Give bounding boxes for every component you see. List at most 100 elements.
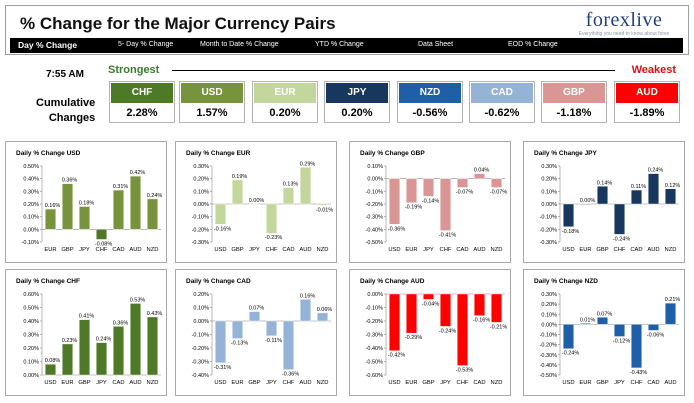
category-label: GBP bbox=[422, 380, 434, 386]
chart-panel-gbp: Daily % Change GBP -0.50% -0.40% -0.30% -0.… bbox=[349, 141, 511, 263]
data-label: 0.24% bbox=[96, 337, 112, 343]
y-tick-label: -0.10% bbox=[366, 306, 384, 312]
category-label: USD bbox=[388, 380, 400, 386]
currency-name: CAD bbox=[471, 83, 533, 103]
y-tick-label: -0.20% bbox=[540, 227, 558, 233]
currency-value: 1.57% bbox=[196, 107, 228, 119]
category-label: AUD bbox=[664, 380, 676, 386]
category-label: GBP bbox=[248, 380, 260, 386]
y-tick-label: 0.10% bbox=[193, 189, 209, 195]
cumulative-label-line2: Changes bbox=[48, 112, 96, 124]
category-label: NZD bbox=[317, 380, 329, 386]
data-label: 0.36% bbox=[113, 320, 129, 326]
category-label: JPY bbox=[96, 380, 107, 386]
category-label: CAD bbox=[456, 247, 468, 253]
bar bbox=[580, 203, 591, 205]
category-label: NZD bbox=[317, 247, 329, 253]
data-label: 0.13% bbox=[283, 182, 299, 188]
chart-title: Daily % Change NZD bbox=[534, 278, 598, 285]
bar bbox=[648, 173, 659, 205]
bar bbox=[563, 203, 574, 227]
y-tick-label: -0.20% bbox=[540, 343, 558, 349]
bar bbox=[96, 342, 107, 376]
y-tick-label: -0.30% bbox=[366, 215, 384, 221]
category-label: GBP bbox=[596, 247, 608, 253]
category-label: JPY bbox=[423, 247, 434, 253]
timestamp: 7:55 AM bbox=[46, 69, 84, 80]
y-tick-label: 0.30% bbox=[541, 292, 557, 298]
y-tick-label: -0.10% bbox=[540, 333, 558, 339]
category-label: EUR bbox=[579, 247, 591, 253]
category-label: CAD bbox=[112, 380, 124, 386]
data-label: -0.01% bbox=[316, 207, 334, 213]
tab-data-sheet[interactable]: Data Sheet bbox=[418, 41, 454, 48]
currency-value: -0.56% bbox=[412, 107, 448, 119]
category-label: CHF bbox=[440, 247, 452, 253]
y-tick-label: -0.40% bbox=[192, 373, 210, 379]
chart-svg: -0.40% -0.30% -0.20% -0.10% 0.00% 0.10% 0.20% -… bbox=[192, 292, 333, 386]
tab-ytd-change[interactable]: YTD % Change bbox=[315, 41, 364, 48]
currency-name: USD bbox=[181, 83, 243, 103]
y-tick-label: 0.20% bbox=[23, 346, 39, 352]
bar bbox=[283, 187, 294, 205]
bar bbox=[614, 324, 625, 337]
data-label: -0.42% bbox=[388, 353, 406, 359]
y-tick-label: -0.50% bbox=[366, 240, 384, 246]
y-tick-label: -0.10% bbox=[22, 240, 40, 246]
forexlive-logo[interactable]: forexlive Everything you need to know ab… bbox=[574, 9, 674, 43]
y-tick-label: 0.30% bbox=[541, 164, 557, 170]
data-label: 0.36% bbox=[62, 178, 78, 184]
chart-svg: -0.30% -0.20% -0.10% 0.00% 0.10% 0.20% 0.30% -0… bbox=[540, 164, 681, 253]
y-tick-label: 0.00% bbox=[193, 202, 209, 208]
data-label: -0.24% bbox=[439, 328, 457, 334]
y-tick-label: -0.20% bbox=[366, 319, 384, 325]
y-tick-label: -0.40% bbox=[366, 227, 384, 233]
category-label: EUR bbox=[231, 380, 243, 386]
bar bbox=[113, 326, 124, 376]
chart-title: Daily % Change EUR bbox=[186, 150, 251, 157]
data-label: 0.16% bbox=[300, 293, 316, 299]
category-label: AUD bbox=[129, 380, 141, 386]
data-label: 0.24% bbox=[648, 168, 664, 174]
bar bbox=[96, 229, 107, 240]
data-label: 0.16% bbox=[45, 203, 61, 209]
y-tick-label: 0.60% bbox=[23, 292, 39, 298]
bar bbox=[440, 178, 451, 231]
bar bbox=[665, 302, 676, 325]
bar bbox=[440, 293, 451, 327]
data-label: -0.16% bbox=[473, 318, 491, 324]
category-label: JPY bbox=[266, 380, 277, 386]
currency-value: -1.18% bbox=[556, 107, 592, 119]
bar bbox=[147, 316, 158, 376]
y-tick-label: 0.50% bbox=[23, 164, 39, 170]
data-label: -0.04% bbox=[422, 301, 440, 307]
category-label: AUD bbox=[299, 380, 311, 386]
y-tick-label: 0.10% bbox=[23, 360, 39, 366]
category-label: USD bbox=[562, 380, 574, 386]
bar bbox=[79, 206, 90, 230]
y-tick-label: 0.00% bbox=[23, 227, 39, 233]
y-tick-label: 0.40% bbox=[23, 319, 39, 325]
currency-card-nzd: NZD -0.56% bbox=[397, 81, 463, 123]
category-label: AUD bbox=[129, 247, 141, 253]
y-tick-label: 0.00% bbox=[23, 373, 39, 379]
y-tick-label: 0.00% bbox=[367, 177, 383, 183]
tab-eod-change[interactable]: EOD % Change bbox=[508, 41, 558, 48]
bar bbox=[300, 299, 311, 322]
tab-5-day-change[interactable]: 5- Day % Change bbox=[118, 41, 174, 48]
chart-title: Daily % Change CHF bbox=[16, 278, 80, 285]
currency-value: -1.89% bbox=[629, 107, 665, 119]
bar bbox=[45, 363, 56, 376]
currency-card-jpy: JPY 0.20% bbox=[324, 81, 390, 123]
category-label: JPY bbox=[614, 380, 625, 386]
tab-day-change[interactable]: Day % Change bbox=[18, 40, 78, 50]
data-label: -0.06% bbox=[647, 332, 665, 338]
y-tick-label: -0.20% bbox=[192, 346, 210, 352]
bar bbox=[406, 293, 417, 334]
strength-scale-line bbox=[172, 70, 615, 71]
y-tick-label: 0.10% bbox=[541, 189, 557, 195]
bar bbox=[130, 303, 141, 376]
y-tick-label: -0.50% bbox=[366, 360, 384, 366]
bar bbox=[232, 320, 243, 339]
tab-month-to-date-change[interactable]: Month to Date % Change bbox=[200, 41, 279, 48]
